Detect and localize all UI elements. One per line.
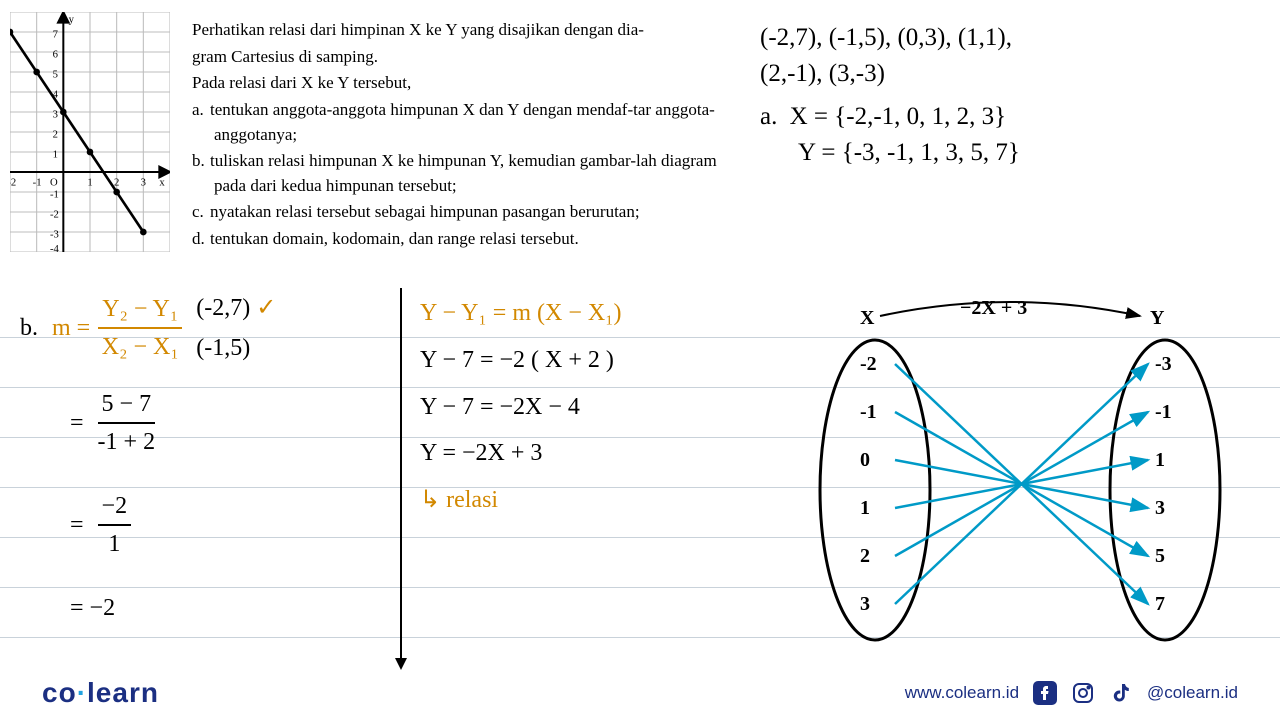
intro-1: Perhatikan relasi dari himpinan X ke Y y… bbox=[192, 18, 742, 43]
footer-handle: @colearn.id bbox=[1147, 683, 1238, 703]
svg-text:X: X bbox=[860, 307, 875, 329]
svg-text:-1: -1 bbox=[50, 189, 59, 200]
tiktok-icon bbox=[1109, 681, 1133, 705]
svg-text:-1: -1 bbox=[33, 177, 42, 188]
facebook-icon bbox=[1033, 681, 1057, 705]
ans-a-Y: Y = {-3, -1, 1, 3, 5, 7} bbox=[798, 139, 1020, 166]
mapping-left-item: -1 bbox=[860, 401, 877, 423]
brand-logo: co·learn bbox=[42, 677, 159, 709]
svg-text:-2: -2 bbox=[50, 209, 59, 220]
mapping-left-item: -2 bbox=[860, 353, 877, 375]
problem-text: Perhatikan relasi dari himpinan X ke Y y… bbox=[192, 18, 742, 254]
intro-2: gram Cartesius di samping. bbox=[192, 45, 742, 70]
relasi-note: ↳ relasi bbox=[420, 477, 622, 524]
rule-label: −2X + 3 bbox=[960, 300, 1027, 319]
mapping-right-item: -1 bbox=[1155, 401, 1172, 423]
mapping-right-item: 3 bbox=[1155, 497, 1165, 519]
svg-text:y: y bbox=[69, 15, 75, 26]
svg-text:3: 3 bbox=[53, 109, 58, 120]
mapping-right-item: 7 bbox=[1155, 593, 1165, 615]
svg-text:3: 3 bbox=[141, 177, 146, 188]
eqn-2: Y − 7 = −2 ( X + 2 ) bbox=[420, 337, 622, 384]
svg-text:1: 1 bbox=[87, 177, 92, 188]
mapping-left-item: 0 bbox=[860, 449, 870, 471]
handwritten-pairs: (-2,7), (-1,5), (0,3), (1,1), (2,-1), (3… bbox=[760, 20, 1020, 171]
eqn-3: Y − 7 = −2X − 4 bbox=[420, 384, 622, 431]
svg-text:4: 4 bbox=[53, 89, 59, 100]
instagram-icon bbox=[1071, 681, 1095, 705]
b-label: b. bbox=[20, 310, 38, 346]
mapping-right-item: 5 bbox=[1155, 545, 1165, 567]
mapping-diagram: X Y −2X + 3 -2 -1 0 1 2 3 -3 -1 1 3 5 7 bbox=[800, 300, 1240, 650]
svg-text:-4: -4 bbox=[50, 244, 60, 252]
svg-text:2: 2 bbox=[114, 177, 119, 188]
intro-3: Pada relasi dari X ke Y tersebut, bbox=[192, 71, 742, 96]
work-b-left: b. m = Y₂ − Y₁ X₂ − X₁ (-2,7) ✓ (-1,5) =… bbox=[20, 290, 276, 636]
eqn-4: Y = −2X + 3 bbox=[420, 430, 622, 477]
svg-text:O: O bbox=[50, 177, 58, 188]
mapping-right-item: 1 bbox=[1155, 449, 1165, 471]
pairs-line1: (-2,7), (-1,5), (0,3), (1,1), bbox=[760, 20, 1020, 56]
svg-text:7: 7 bbox=[53, 29, 59, 40]
footer-url: www.colearn.id bbox=[905, 683, 1019, 703]
ans-a-X: X = {-2,-1, 0, 1, 2, 3} bbox=[790, 103, 1007, 130]
svg-text:-3: -3 bbox=[50, 229, 59, 240]
svg-text:5: 5 bbox=[53, 69, 58, 80]
svg-text:6: 6 bbox=[53, 49, 59, 60]
divider bbox=[400, 288, 402, 668]
svg-text:1: 1 bbox=[53, 149, 58, 160]
pairs-line2: (2,-1), (3,-3) bbox=[760, 56, 1020, 92]
work-b-right: Y − Y₁ = m (X − X₁) Y − 7 = −2 ( X + 2 )… bbox=[420, 290, 622, 524]
svg-text:-2: -2 bbox=[10, 177, 16, 188]
eqn-1: Y − Y₁ = m (X − X₁) bbox=[420, 290, 622, 337]
cartesian-diagram: y x 7 6 5 4 3 2 1 O -1 -2 -3 -4 -2 -1 1 2 3 bbox=[10, 12, 170, 252]
ans-a-label: a. bbox=[760, 103, 777, 130]
mapping-left-item: 2 bbox=[860, 545, 870, 567]
svg-text:2: 2 bbox=[53, 129, 58, 140]
mapping-right-item: -3 bbox=[1155, 353, 1172, 375]
svg-text:x: x bbox=[159, 177, 165, 188]
mapping-left-item: 1 bbox=[860, 497, 870, 519]
svg-text:Y: Y bbox=[1150, 307, 1165, 329]
mapping-left-item: 3 bbox=[860, 593, 870, 615]
footer: co·learn www.colearn.id @colearn.id bbox=[0, 666, 1280, 720]
